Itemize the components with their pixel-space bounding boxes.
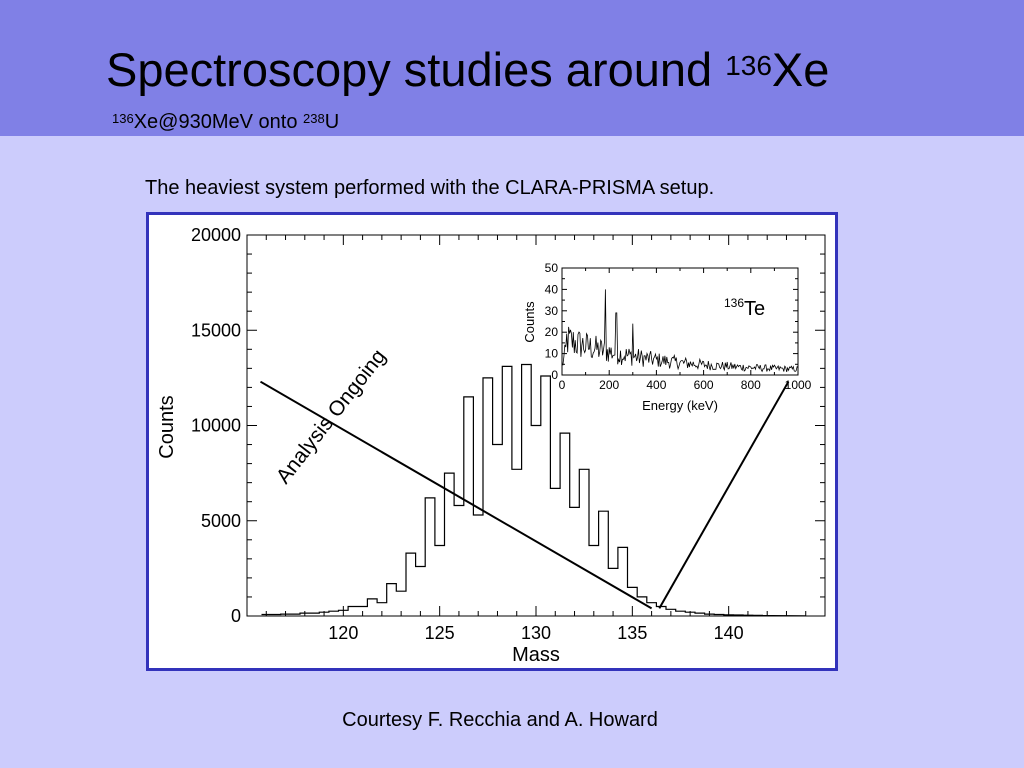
main-ticks bbox=[246, 234, 826, 617]
main-x-tick-label: 135 bbox=[617, 623, 647, 643]
main-y-tick-label: 5000 bbox=[201, 511, 241, 531]
title-banner: Spectroscopy studies around 136Xe 136Xe@… bbox=[0, 0, 1024, 136]
title-text: Spectroscopy studies around bbox=[106, 43, 726, 96]
main-y-tick-label: 15000 bbox=[191, 320, 241, 340]
energy-spectrum-series bbox=[561, 289, 799, 373]
mass-histogram-series bbox=[261, 363, 806, 617]
analysis-ongoing-annotation: Analysis Ongoing bbox=[272, 345, 391, 488]
target-element: U bbox=[324, 111, 340, 133]
inset-x-tick-label: 1000 bbox=[785, 378, 812, 392]
inset-y-tick-label: 20 bbox=[545, 325, 559, 339]
inset-y-tick-label: 30 bbox=[545, 304, 559, 318]
main-x-tick-label: 125 bbox=[425, 623, 455, 643]
inset-background bbox=[559, 267, 798, 377]
inset-y-tick-labels: 0 10 20 30 40 50 bbox=[545, 261, 559, 382]
title-mass-number: 136 bbox=[725, 50, 772, 81]
beam-text: Xe@930MeV onto bbox=[133, 111, 303, 133]
inset-x-tick-labels: 0 200 400 600 800 1000 bbox=[559, 378, 812, 392]
main-x-axis-label: Mass bbox=[512, 644, 560, 666]
main-x-tick-label: 120 bbox=[328, 623, 358, 643]
main-x-tick-label: 130 bbox=[521, 623, 551, 643]
inset-x-tick-label: 400 bbox=[646, 378, 666, 392]
inset-ticks bbox=[561, 267, 799, 376]
main-y-tick-labels: 0 5000 10000 15000 20000 bbox=[191, 225, 241, 626]
inset-y-axis-label: Counts bbox=[522, 301, 537, 343]
target-mass-number: 238 bbox=[303, 111, 325, 126]
inset-y-tick-label: 40 bbox=[545, 282, 559, 296]
main-x-tick-label: 140 bbox=[714, 623, 744, 643]
inset-y-tick-label: 10 bbox=[545, 347, 559, 361]
main-y-tick-label: 0 bbox=[231, 606, 241, 626]
slide-title: Spectroscopy studies around 136Xe bbox=[106, 42, 829, 98]
inset-y-tick-label: 50 bbox=[545, 261, 559, 275]
zoom-lines bbox=[259, 380, 790, 610]
main-y-tick-label: 20000 bbox=[191, 225, 241, 245]
zoom-line bbox=[658, 381, 790, 609]
slide-subtitle: 136Xe@930MeV onto 238U bbox=[112, 110, 339, 134]
inset-x-tick-label: 0 bbox=[559, 378, 566, 392]
main-y-tick-label: 10000 bbox=[191, 416, 241, 436]
description-text: The heaviest system performed with the C… bbox=[145, 177, 715, 199]
figure-frame: 120 125 130 135 140 0 5000 10000 15000 20000 Mas… bbox=[146, 212, 838, 671]
credit-text: Courtesy F. Recchia and A. Howard bbox=[342, 709, 658, 731]
beam-mass-number: 136 bbox=[112, 111, 134, 126]
inset-title-text: Te bbox=[744, 298, 765, 320]
title-element: Xe bbox=[771, 43, 830, 96]
main-x-tick-labels: 120 125 130 135 140 bbox=[328, 623, 743, 643]
inset-x-tick-label: 800 bbox=[741, 378, 761, 392]
inset-x-tick-label: 200 bbox=[599, 378, 619, 392]
zoom-line bbox=[259, 380, 653, 610]
inset-title-sup: 136 bbox=[724, 296, 744, 310]
main-y-axis-label: Counts bbox=[156, 395, 178, 458]
inset-x-axis-label: Energy (keV) bbox=[642, 398, 718, 413]
inset-title: 136Te bbox=[724, 296, 765, 320]
inset-y-tick-label: 0 bbox=[551, 368, 558, 382]
inset-x-tick-label: 600 bbox=[694, 378, 714, 392]
